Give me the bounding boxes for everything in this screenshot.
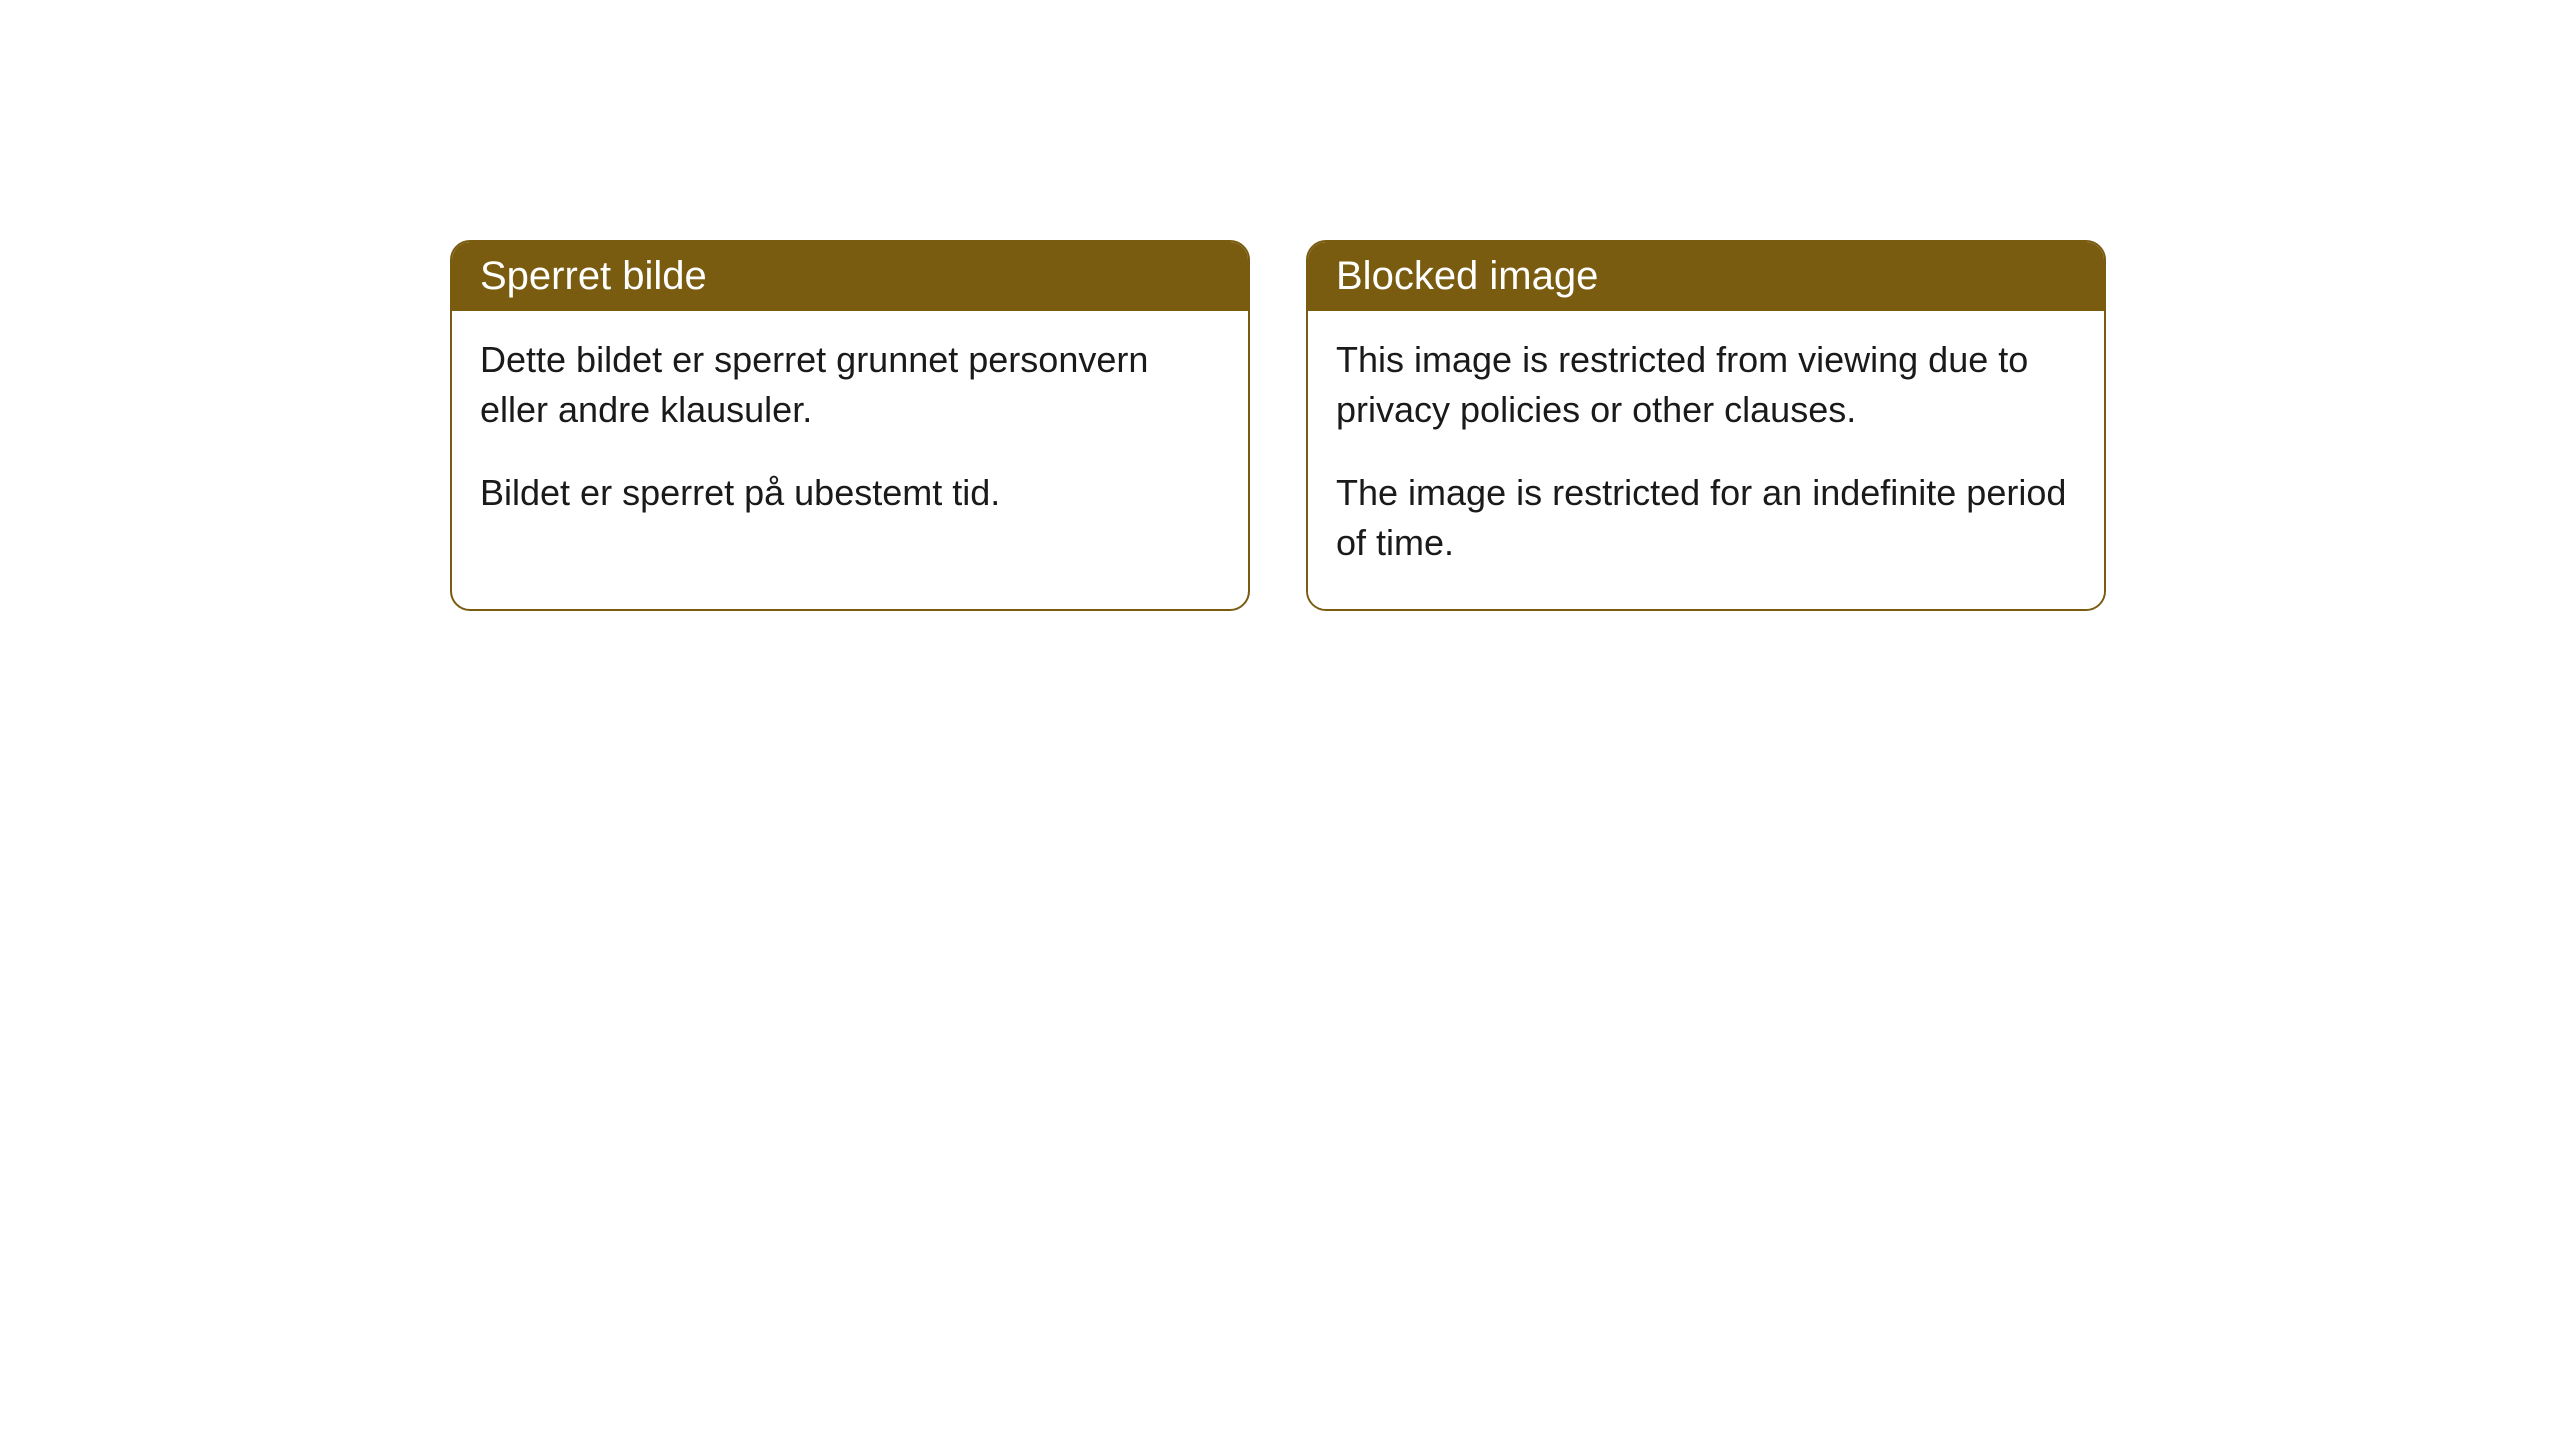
card-para1-english: This image is restricted from viewing du… <box>1336 335 2076 436</box>
card-para1-norwegian: Dette bildet er sperret grunnet personve… <box>480 335 1220 436</box>
card-para2-norwegian: Bildet er sperret på ubestemt tid. <box>480 468 1220 518</box>
card-body-english: This image is restricted from viewing du… <box>1308 311 2104 609</box>
notice-cards-container: Sperret bilde Dette bildet er sperret gr… <box>450 240 2106 611</box>
card-title-english: Blocked image <box>1336 254 1598 298</box>
card-title-norwegian: Sperret bilde <box>480 254 707 298</box>
notice-card-english: Blocked image This image is restricted f… <box>1306 240 2106 611</box>
card-para2-english: The image is restricted for an indefinit… <box>1336 468 2076 569</box>
card-body-norwegian: Dette bildet er sperret grunnet personve… <box>452 311 1248 558</box>
card-header-english: Blocked image <box>1308 242 2104 311</box>
card-header-norwegian: Sperret bilde <box>452 242 1248 311</box>
notice-card-norwegian: Sperret bilde Dette bildet er sperret gr… <box>450 240 1250 611</box>
